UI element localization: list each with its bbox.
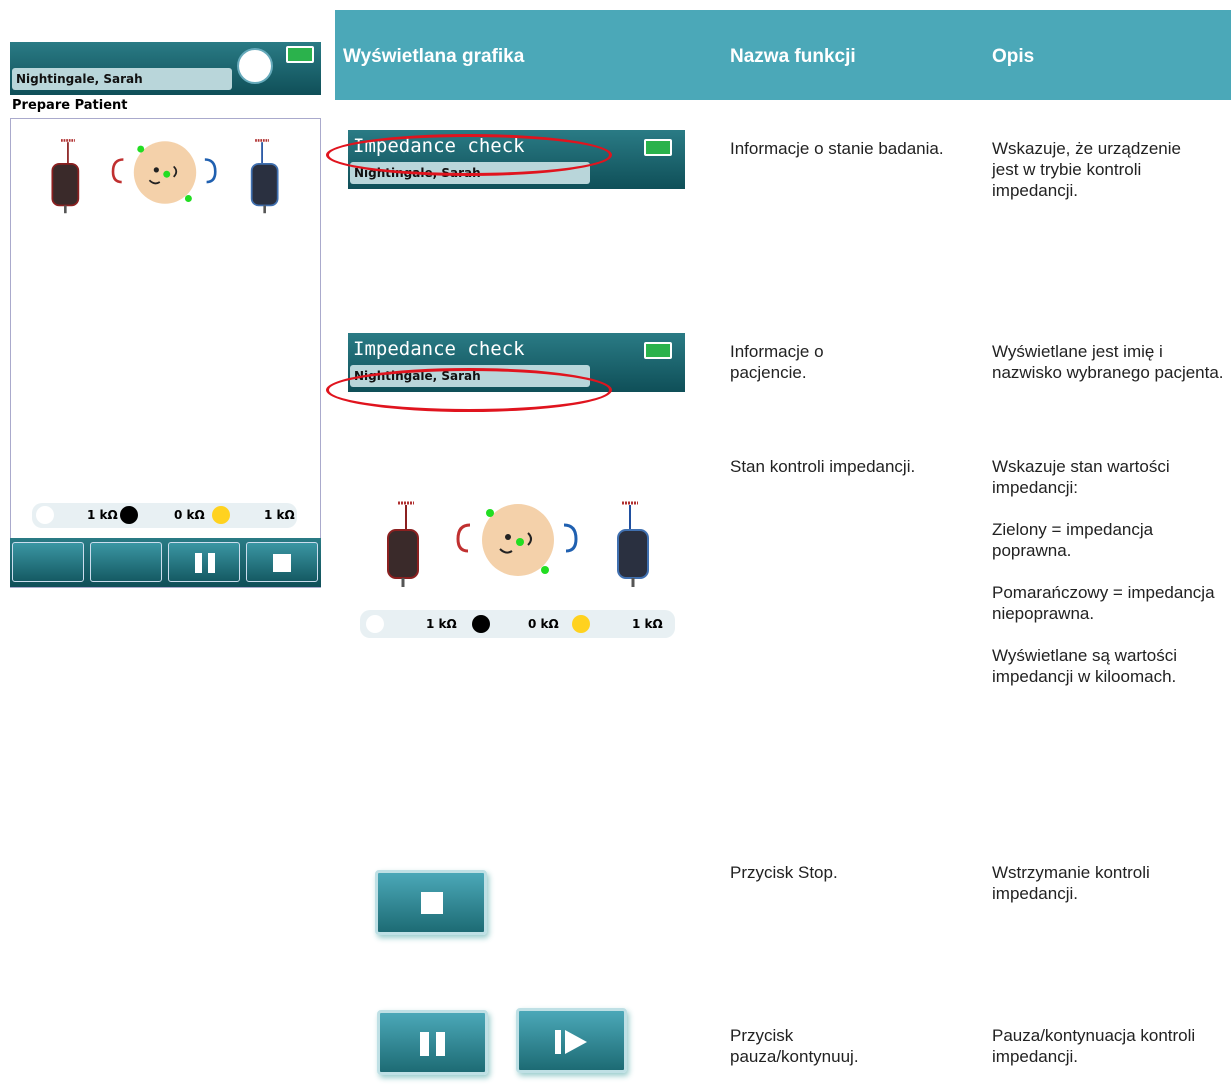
status-dot	[472, 615, 490, 633]
description-text: Pomarańczowy = impedancja niepoprawna.	[992, 583, 1215, 623]
battery	[644, 342, 672, 359]
function-name: Informacje o pacjencie.	[730, 342, 824, 382]
button-bar	[10, 538, 321, 587]
function-name: Informacje o stanie badania.	[730, 139, 944, 158]
button[interactable]	[90, 542, 162, 582]
description: Pauza/kontynuacja kontroli impedancji.	[992, 1025, 1212, 1088]
status-dot	[572, 615, 590, 633]
logo	[237, 48, 273, 84]
status-dot	[366, 615, 384, 633]
description-text: Wstrzymanie kontroli impedancji.	[992, 863, 1150, 903]
status-dot	[120, 506, 138, 524]
impedance-value: 0 kΩ	[528, 617, 559, 631]
description: Wskazuje, że urządzenie jest w trybie ko…	[992, 138, 1212, 222]
function-name: Przycisk pauza/kontynuuj.	[730, 1026, 859, 1066]
impedance-value: 1 kΩ	[632, 617, 663, 631]
impedance-strip: 1 kΩ 0 kΩ 1 kΩ	[32, 503, 297, 528]
face-graphic	[368, 485, 668, 595]
device-body	[10, 118, 321, 588]
impedance-value: 1 kΩ	[426, 617, 457, 631]
status-dot	[212, 506, 230, 524]
description-text: Wyświetlane jest imię i nazwisko wybrane…	[992, 342, 1224, 382]
description-text: Zielony = impedancja poprawna.	[992, 520, 1154, 560]
pause-button[interactable]	[377, 1010, 488, 1075]
patient-name: Nightingale, Sarah	[12, 68, 232, 90]
header-cell: Opis	[992, 46, 1035, 67]
description-text: Wskazuje stan wartości impedancji:	[992, 457, 1170, 497]
highlight-ellipse	[326, 368, 612, 412]
battery	[286, 46, 314, 63]
play-icon	[565, 1030, 587, 1054]
pause-button[interactable]	[168, 542, 240, 582]
stop-button[interactable]	[375, 870, 487, 935]
device-header: Nightingale, Sarah	[10, 42, 321, 95]
impedance-value: 1 kΩ	[87, 508, 118, 522]
screen-title: Prepare Patient	[12, 98, 128, 113]
battery	[644, 139, 672, 156]
impedance-value: 1 kΩ	[264, 508, 295, 522]
header-cell: Wyświetlana grafika	[343, 46, 525, 67]
description-text: Wskazuje, że urządzenie jest w trybie ko…	[992, 139, 1181, 200]
function-name: Przycisk Stop.	[730, 863, 838, 882]
description: Wyświetlane jest imię i nazwisko wybrane…	[992, 341, 1230, 404]
header-cell: Nazwa funkcji	[730, 46, 856, 67]
impedance-value: 0 kΩ	[174, 508, 205, 522]
impedance-strip: 1 kΩ 0 kΩ 1 kΩ	[360, 610, 675, 638]
table-header: Wyświetlana grafika Nazwa funkcji Opis	[335, 10, 1231, 100]
description: Wskazuje stan wartości impedancji: Zielo…	[992, 456, 1227, 708]
description-text: Wyświetlane są wartości impedancji w kil…	[992, 646, 1178, 686]
status-dot	[36, 506, 54, 524]
description: Wstrzymanie kontroli impedancji.	[992, 862, 1212, 925]
face-graphic	[35, 115, 295, 230]
function-name: Stan kontroli impedancji.	[730, 457, 916, 476]
highlight-ellipse	[326, 134, 612, 176]
status-title: Impedance check	[353, 338, 525, 360]
resume-button[interactable]	[516, 1008, 627, 1073]
description-text: Pauza/kontynuacja kontroli impedancji.	[992, 1026, 1196, 1066]
stop-button[interactable]	[246, 542, 318, 582]
button[interactable]	[12, 542, 84, 582]
